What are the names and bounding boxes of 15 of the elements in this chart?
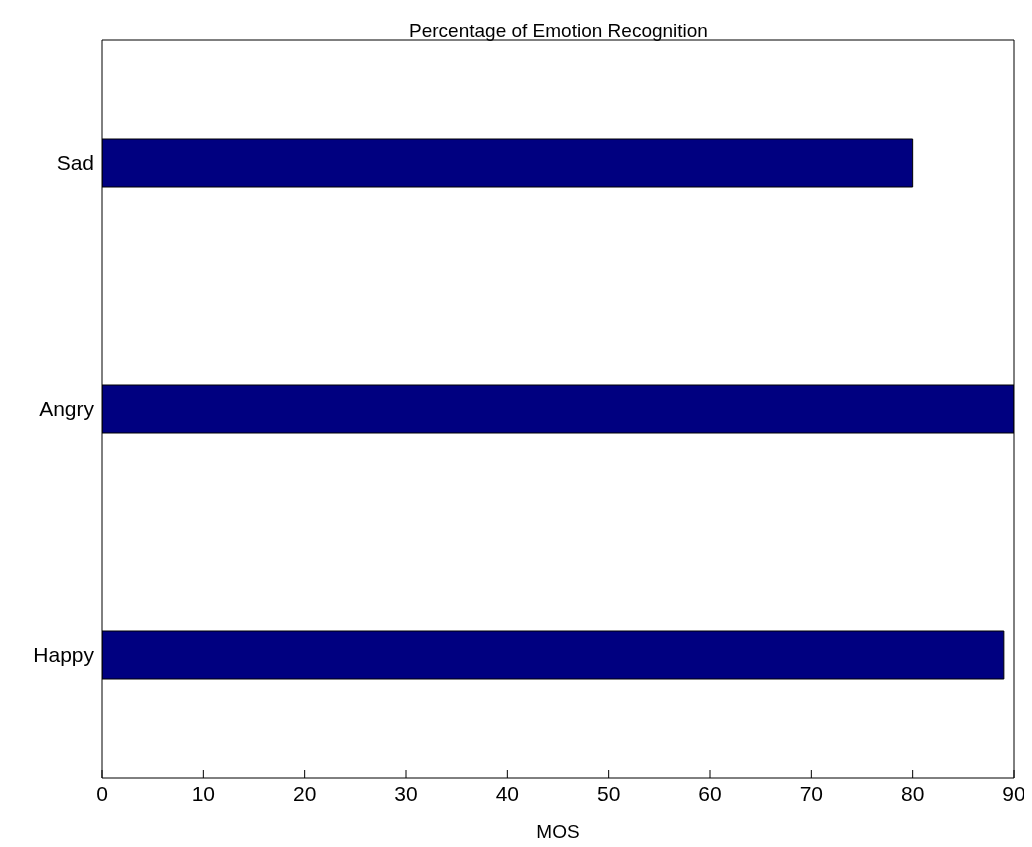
x-tick-label: 90 bbox=[1002, 781, 1026, 805]
y-tick-label: Angry bbox=[39, 397, 95, 421]
chart-title: Percentage of Emotion Recognition bbox=[408, 20, 709, 42]
x-tick-label: 60 bbox=[698, 781, 722, 805]
x-tick-label: 20 bbox=[292, 781, 317, 805]
x-tick-label: 30 bbox=[394, 781, 418, 805]
x-tick-label: 70 bbox=[799, 781, 824, 805]
x-tick-label: 10 bbox=[191, 781, 216, 805]
x-tick-label: 80 bbox=[900, 781, 925, 805]
y-tick-label: Sad bbox=[56, 151, 94, 175]
x-axis-title: MOS bbox=[536, 821, 580, 842]
y-tick-label: Happy bbox=[33, 643, 95, 667]
x-tick-label: 40 bbox=[495, 781, 520, 805]
x-tick-label: 0 bbox=[96, 781, 108, 805]
x-tick-label: 50 bbox=[596, 781, 621, 805]
